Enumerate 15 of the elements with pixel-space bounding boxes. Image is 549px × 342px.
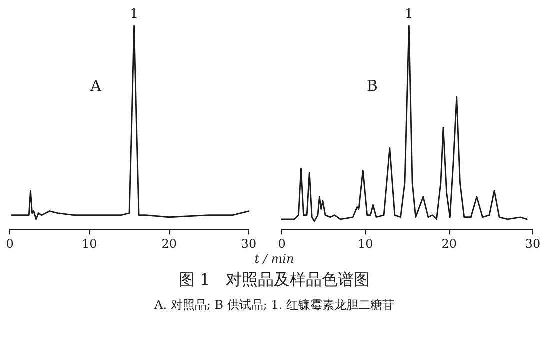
text: A. 对照品; B 供试品; 1. 红镰霉素龙胆二糖苷 — [154, 297, 396, 314]
x-tick-label: 10 — [82, 236, 98, 251]
x-axis-title: t / min — [254, 252, 296, 266]
annotation: A — [90, 76, 102, 95]
x-tick-label: 30 — [241, 236, 257, 251]
annotation: 1 — [130, 6, 138, 22]
x-tick-label: 0 — [6, 236, 14, 251]
x-tick-label: 20 — [162, 236, 177, 251]
x-tick-label: 30 — [525, 236, 541, 251]
x-tick-label: 20 — [442, 236, 457, 251]
x-tick-label: 10 — [358, 236, 374, 251]
text: 图 1 对照品及样品色谱图 — [178, 270, 372, 291]
annotation: 1 — [405, 6, 414, 22]
annotation: B — [366, 76, 378, 95]
x-tick-label: 0 — [278, 236, 286, 251]
